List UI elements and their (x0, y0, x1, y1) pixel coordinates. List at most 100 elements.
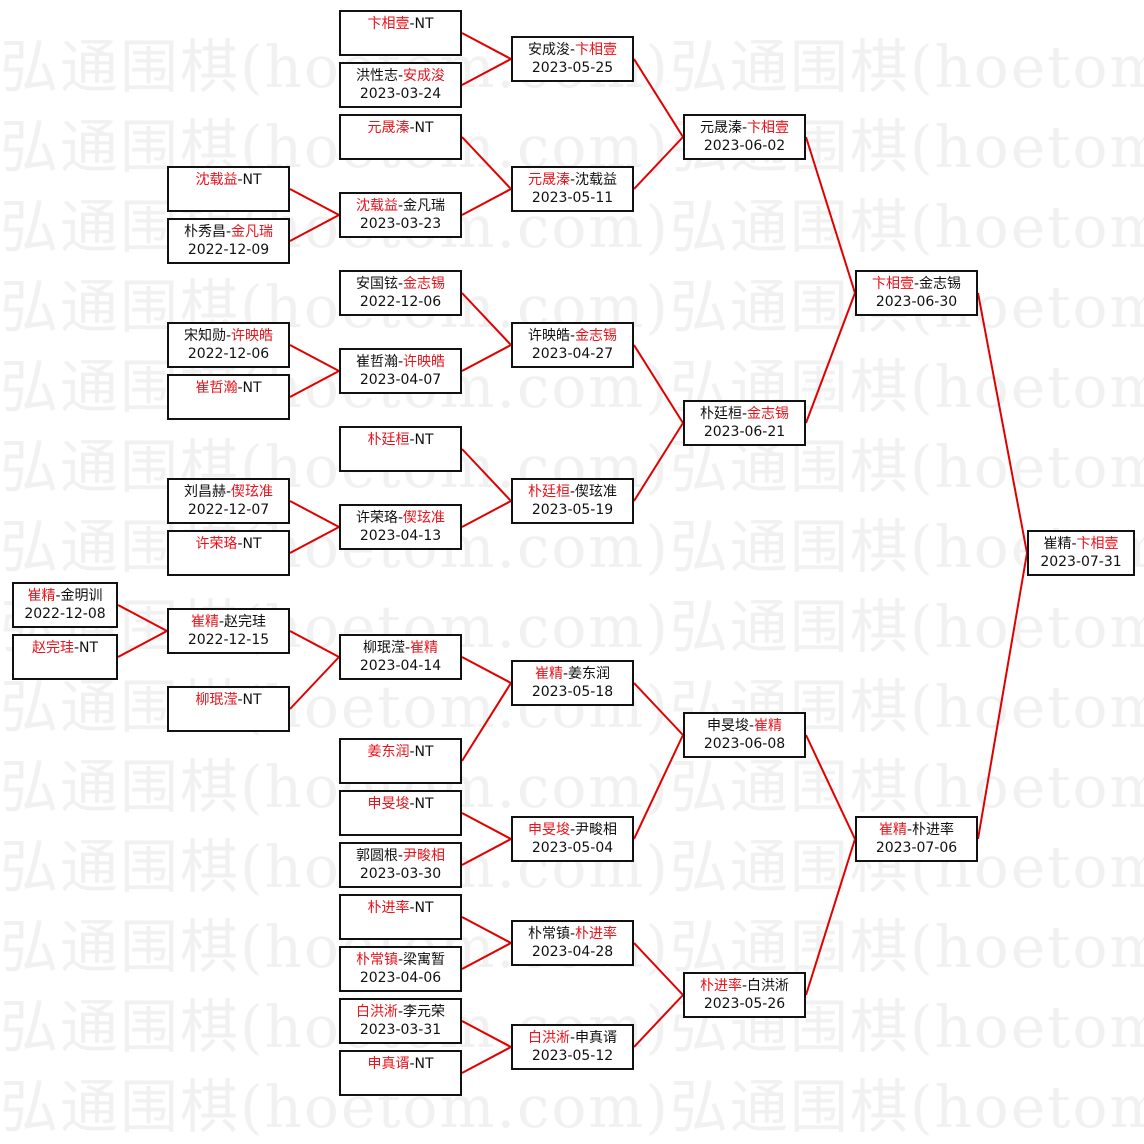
match-box: 朴进率-白洪淅 2023-05-26 (683, 972, 806, 1018)
player-2: 许映皓 (231, 328, 274, 344)
separator: - (569, 484, 576, 500)
connector-line (633, 994, 684, 1048)
connector-line (117, 630, 168, 658)
player-1: 安国铉 (355, 276, 398, 292)
match-date: 2023-04-07 (359, 372, 442, 388)
player-1: 许映皓 (527, 328, 570, 344)
match-box: 洪性志-安成浚 2023-03-24 (339, 62, 462, 108)
player-1: 元晟溱 (527, 172, 570, 188)
match-box: 朴廷桓-偰玹准 2023-05-19 (511, 478, 634, 524)
match-box: 朴廷桓-金志锡 2023-06-21 (683, 400, 806, 446)
player-2: NT (242, 536, 262, 552)
player-1: 宋知勋 (183, 328, 226, 344)
connector-line (633, 58, 684, 138)
player-2: 偰玹准 (575, 484, 618, 500)
match-players: 崔精-赵完珪 (169, 613, 288, 631)
separator: - (409, 120, 415, 136)
match-players: 赵完珪-NT (14, 639, 116, 657)
separator: - (409, 1056, 415, 1072)
match-box: 柳珉滢-NT (167, 686, 290, 732)
player-1: 朴廷桓 (527, 484, 570, 500)
match-players: 白洪淅-申真谞 (513, 1029, 632, 1047)
separator: - (409, 900, 415, 916)
player-1: 崔精 (27, 588, 56, 604)
match-players: 朴廷桓-NT (341, 431, 460, 449)
match-box: 申旻埈-尹畯相 2023-05-04 (511, 816, 634, 862)
separator: - (569, 926, 576, 942)
connector-line (461, 136, 512, 190)
player-1: 安成浚 (527, 42, 570, 58)
match-players: 郭圆根-尹畯相 (341, 847, 460, 865)
match-box: 白洪淅-申真谞 2023-05-12 (511, 1024, 634, 1070)
player-1: 崔精 (534, 666, 563, 682)
player-1: 沈载益 (195, 172, 238, 188)
match-players: 朴秀昌-金凡瑞 (169, 223, 288, 241)
match-players: 崔哲瀚-许映皓 (341, 353, 460, 371)
match-players: 元晟溱-卞相壹 (685, 119, 804, 137)
connector-line (461, 812, 512, 840)
match-box: 安国铉-金志锡 2022-12-06 (339, 270, 462, 316)
player-2: 金凡瑞 (231, 224, 274, 240)
player-2: 卞相壹 (1076, 536, 1119, 552)
separator: - (237, 172, 243, 188)
connector-line (461, 448, 512, 502)
match-players: 许荣珞-偰玹准 (341, 509, 460, 527)
player-1: 卞相壹 (367, 16, 410, 32)
match-box: 郭圆根-尹畯相 2023-03-30 (339, 842, 462, 888)
connector-line (633, 942, 684, 996)
connector-line (461, 942, 512, 970)
player-2: 朴进率 (575, 926, 618, 942)
player-2: 崔精 (754, 718, 783, 734)
match-date: 2022-12-07 (187, 502, 270, 518)
match-box: 沈载益-NT (167, 166, 290, 212)
player-2: 金志锡 (403, 276, 446, 292)
connector-line (461, 656, 512, 684)
match-date: 2023-03-23 (359, 216, 442, 232)
separator: - (562, 666, 569, 682)
match-players: 朴常镇-朴进率 (513, 925, 632, 943)
player-2: NT (242, 380, 262, 396)
match-date: 2023-05-18 (531, 684, 614, 700)
match-box: 申旻埈-NT (339, 790, 462, 836)
match-players: 申旻埈-尹畯相 (513, 821, 632, 839)
separator: - (397, 952, 404, 968)
match-players: 元晟溱-NT (341, 119, 460, 137)
connector-line (461, 916, 512, 944)
match-players: 申真谞-NT (341, 1055, 460, 1073)
match-box: 崔精-金明训 2022-12-08 (12, 582, 118, 628)
player-1: 申旻埈 (527, 822, 570, 838)
separator: - (409, 744, 415, 760)
player-2: 金志锡 (747, 406, 790, 422)
connector-line (289, 656, 340, 710)
separator: - (237, 380, 243, 396)
match-players: 朴廷桓-偰玹准 (513, 483, 632, 501)
player-1: 元晟溱 (367, 120, 410, 136)
match-box: 元晟溱-NT (339, 114, 462, 160)
player-2: NT (414, 796, 434, 812)
connector-line (633, 734, 684, 840)
match-box: 宋知勋-许映皓 2022-12-06 (167, 322, 290, 368)
player-2: NT (242, 692, 262, 708)
player-1: 元晟溱 (699, 120, 742, 136)
match-date: 2023-04-27 (531, 346, 614, 362)
match-date: 2022-12-15 (187, 632, 270, 648)
match-players: 沈载益-金凡瑞 (341, 197, 460, 215)
player-2: 安成浚 (403, 68, 446, 84)
separator: - (741, 406, 748, 422)
player-1: 柳珉滢 (195, 692, 238, 708)
player-2: 金志锡 (919, 276, 962, 292)
player-2: 许映皓 (403, 354, 446, 370)
connector-line (805, 838, 856, 996)
player-1: 朴进率 (367, 900, 410, 916)
match-box: 姜东润-NT (339, 738, 462, 784)
connector-line (461, 838, 512, 866)
separator: - (397, 198, 404, 214)
separator: - (218, 614, 225, 630)
match-box: 崔精-朴进率 2023-07-06 (855, 816, 978, 862)
connector-line (461, 1046, 512, 1074)
match-box: 申旻埈-崔精 2023-06-08 (683, 712, 806, 758)
match-date: 2023-06-02 (703, 138, 786, 154)
player-1: 朴常镇 (355, 952, 398, 968)
player-1: 许荣珞 (195, 536, 238, 552)
match-date: 2023-07-06 (875, 840, 958, 856)
